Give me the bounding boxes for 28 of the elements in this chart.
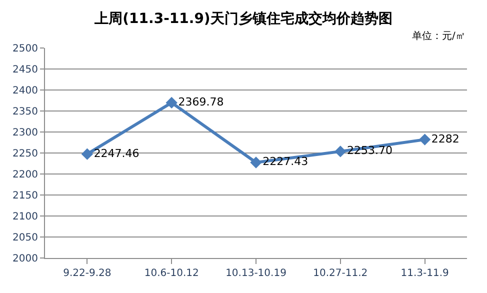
point — [334, 146, 346, 158]
y-tick-label: 2100 — [12, 212, 38, 222]
text: 单位：元/㎡ — [412, 30, 466, 42]
x-tick-label: 11.3-11.9 — [400, 268, 449, 279]
x-tick-label: 9.22-9.28 — [63, 268, 112, 279]
point — [166, 96, 178, 109]
y-tick-label: 2250 — [12, 148, 38, 160]
y-tick-label: 2000 — [12, 254, 38, 264]
y-tick-label: 2050 — [12, 232, 38, 244]
y-tick-label: 2300 — [12, 128, 38, 138]
point — [418, 134, 431, 146]
data-label: 2253.70 — [347, 144, 393, 158]
x-tick-label: 10.13-10.19 — [226, 268, 286, 279]
y-tick-label: 2200 — [12, 170, 38, 180]
point — [81, 148, 94, 160]
x-tick-label: 10.6-10.12 — [144, 268, 199, 279]
y-tick-label: 2400 — [12, 86, 38, 96]
y-tick-label: 2500 — [12, 44, 38, 54]
x-tick-label: 10.27-11.2 — [313, 268, 368, 279]
y-tick-label: 2150 — [12, 190, 38, 202]
y-tick-label: 2450 — [12, 64, 38, 76]
chart-title: 上周(11.3-11.9)天门乡镇住宅成交均价趋势图 — [94, 10, 392, 27]
data-label: 2247.46 — [94, 146, 140, 160]
y-tick-label: 2350 — [12, 106, 38, 118]
data-label: 2227.43 — [262, 155, 308, 168]
data-label: 2282 — [431, 132, 460, 146]
point — [250, 156, 262, 168]
data-label: 2369.78 — [178, 95, 224, 108]
